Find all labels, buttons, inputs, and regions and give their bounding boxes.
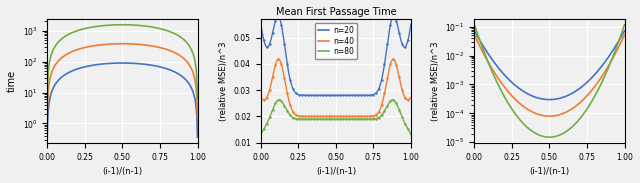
Legend: n=20, n=40, n=80: n=20, n=40, n=80 <box>315 23 357 59</box>
X-axis label: (i-1)/(n-1): (i-1)/(n-1) <box>102 167 142 176</box>
Y-axis label: time: time <box>7 70 17 92</box>
Y-axis label: (relative MSE)/n^3: (relative MSE)/n^3 <box>431 41 440 121</box>
X-axis label: (i-1)/(n-1): (i-1)/(n-1) <box>316 167 356 176</box>
X-axis label: (i-1)/(n-1): (i-1)/(n-1) <box>529 167 570 176</box>
Title: Mean First Passage Time: Mean First Passage Time <box>276 7 396 17</box>
Y-axis label: (relative MSE)/n^3: (relative MSE)/n^3 <box>220 41 228 121</box>
